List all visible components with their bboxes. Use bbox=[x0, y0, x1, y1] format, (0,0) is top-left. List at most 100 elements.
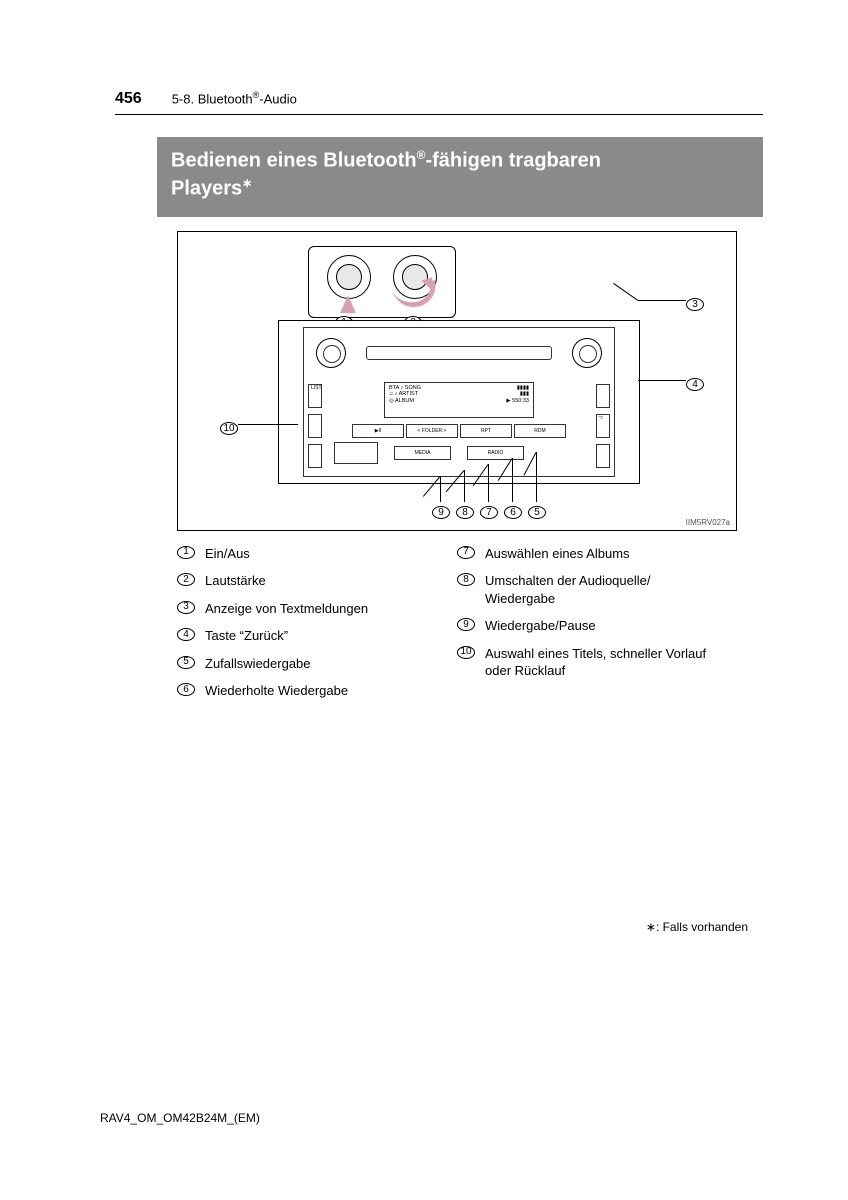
play-pause-button: ▶II bbox=[352, 424, 404, 438]
legend-item: 1 Ein/Aus bbox=[177, 545, 437, 563]
knob-panel bbox=[308, 246, 456, 318]
lead-line bbox=[613, 283, 638, 301]
header-rule bbox=[115, 114, 763, 115]
callout-6: 6 bbox=[504, 502, 522, 520]
lead-line bbox=[238, 424, 298, 425]
side-button bbox=[308, 444, 322, 468]
circled-number: 9 bbox=[432, 506, 450, 519]
circled-number: 10 bbox=[457, 646, 475, 659]
circled-number: 1 bbox=[177, 546, 195, 559]
title-part-a: Bedienen eines Bluetooth bbox=[171, 150, 417, 172]
legend-item: 6 Wiederholte Wiedergabe bbox=[177, 682, 437, 700]
callout-10: 10 bbox=[220, 418, 238, 436]
radio-diagram: 1 2 LIST ⮌ BTA ♪ SONG▮▮▮▮ ♫ ♪ ARTIST▮▮▮ … bbox=[177, 231, 737, 531]
circled-number: 3 bbox=[686, 298, 704, 311]
legend-text: Wiedergabe/Pause bbox=[485, 617, 596, 635]
callout-3: 3 bbox=[686, 294, 704, 312]
document-code: RAV4_OM_OM42B24M_(EM) bbox=[100, 1111, 260, 1125]
lead-line bbox=[638, 380, 686, 381]
legend-item: 5 Zufallswiedergabe bbox=[177, 655, 437, 673]
diagram-id: IIM5RV027a bbox=[686, 518, 730, 527]
callout-4: 4 bbox=[686, 374, 704, 392]
screen-row: BTA ♪ SONG ▮▮▮▮ bbox=[389, 385, 529, 392]
rdm-button: RDM bbox=[514, 424, 566, 438]
folder-button: < FOLDER > bbox=[406, 424, 458, 438]
side-button bbox=[596, 384, 610, 408]
page-title: Bedienen eines Bluetooth®-fähigen tragba… bbox=[157, 137, 763, 216]
legend-text: Ein/Aus bbox=[205, 545, 250, 563]
callout-8: 8 bbox=[456, 502, 474, 520]
legend-text: Auswählen eines Albums bbox=[485, 545, 630, 563]
legend-item: 3 Anzeige von Textmeldungen bbox=[177, 600, 437, 618]
footnote-text: : Falls vorhanden bbox=[656, 920, 748, 934]
circled-number: 7 bbox=[480, 506, 498, 519]
radio-inner: LIST ⮌ BTA ♪ SONG ▮▮▮▮ ♫ ♪ ARTIST ▮▮▮ ◎ AL… bbox=[303, 327, 615, 477]
legend-text: Anzeige von Textmeldungen bbox=[205, 600, 368, 618]
callout-5: 5 bbox=[528, 502, 546, 520]
circled-number: 10 bbox=[220, 422, 238, 435]
button-row-1: ▶II < FOLDER > RPT RDM bbox=[352, 424, 566, 438]
section-prefix: 5-8. Bluetooth bbox=[172, 91, 253, 106]
legend-text: Auswahl eines Titels, schneller Vorlauf … bbox=[485, 645, 717, 680]
asterisk-icon: ∗ bbox=[646, 920, 656, 934]
lead-line bbox=[638, 300, 686, 301]
circled-number: 6 bbox=[504, 506, 522, 519]
side-button: LIST bbox=[308, 384, 322, 408]
back-icon: ⮌ bbox=[599, 415, 603, 423]
circled-number: 8 bbox=[457, 573, 475, 586]
legend-item: 2Lautstärke bbox=[177, 572, 437, 590]
rpt-button: RPT bbox=[460, 424, 512, 438]
title-part-b: -fähigen tragbaren bbox=[425, 150, 601, 172]
screen-text: ♫ ♪ ARTIST bbox=[389, 391, 418, 398]
screen-row: ♫ ♪ ARTIST ▮▮▮ bbox=[389, 391, 529, 398]
legend-item: 4 Taste “Zurück” bbox=[177, 627, 437, 645]
screen-text: ◎ ALBUM bbox=[389, 398, 414, 405]
screen-row: ◎ ALBUM ▶ 550:33 bbox=[389, 398, 529, 405]
legend-text: Taste “Zurück” bbox=[205, 627, 288, 645]
legend: 1 Ein/Aus 2Lautstärke 3 Anzeige von Textmeld… bbox=[177, 545, 763, 710]
title-asterisk: ∗ bbox=[242, 176, 252, 190]
circled-number: 4 bbox=[177, 628, 195, 641]
legend-item: 8 Umschalten der Audioquelle/ Wiedergabe bbox=[457, 572, 717, 607]
section-suffix: -Audio bbox=[259, 91, 297, 106]
callout-7: 7 bbox=[480, 502, 498, 520]
lead-line bbox=[464, 470, 465, 502]
arrow-arc-icon bbox=[392, 280, 439, 310]
lead-line bbox=[536, 452, 537, 502]
title-line2: Players bbox=[171, 178, 242, 200]
circled-number: 8 bbox=[456, 506, 474, 519]
circled-number: 9 bbox=[457, 618, 475, 631]
left-knob-icon bbox=[316, 338, 346, 368]
list-label: LIST bbox=[311, 385, 322, 391]
legend-text: Wiederholte Wiedergabe bbox=[205, 682, 348, 700]
lead-line bbox=[512, 458, 513, 502]
circled-number: 4 bbox=[686, 378, 704, 391]
display-screen: BTA ♪ SONG ▮▮▮▮ ♫ ♪ ARTIST ▮▮▮ ◎ ALBUM ▶ 55… bbox=[384, 382, 534, 418]
legend-right-col: 7 Auswählen eines Albums 8 Umschalten der A… bbox=[457, 545, 717, 710]
circled-number: 5 bbox=[177, 656, 195, 669]
page-number: 456 bbox=[115, 90, 142, 108]
screen-text: ▮▮▮▮ bbox=[517, 385, 529, 392]
legend-item: 10 Auswahl eines Titels, schneller Vorlau… bbox=[457, 645, 717, 680]
legend-text: Zufallswiedergabe bbox=[205, 655, 311, 673]
lead-line bbox=[440, 476, 441, 502]
circled-number: 7 bbox=[457, 546, 475, 559]
circled-number: 5 bbox=[528, 506, 546, 519]
button-row-2: MEDIA RADIO bbox=[394, 446, 524, 460]
screen-text: ▮▮▮ bbox=[520, 391, 529, 398]
side-button: ⮌ bbox=[596, 414, 610, 438]
screen-text: ▶ 550:33 bbox=[506, 398, 529, 405]
circled-number: 3 bbox=[177, 601, 195, 614]
circled-number: 6 bbox=[177, 683, 195, 696]
seek-rocker bbox=[334, 442, 378, 464]
radio-body: LIST ⮌ BTA ♪ SONG ▮▮▮▮ ♫ ♪ ARTIST ▮▮▮ ◎ AL… bbox=[278, 320, 640, 484]
callout-9: 9 bbox=[432, 502, 450, 520]
footnote: ∗: Falls vorhanden bbox=[646, 920, 748, 934]
page: 456 5-8. Bluetooth®-Audio Bedienen eines… bbox=[0, 0, 848, 1200]
legend-text: Umschalten der Audioquelle/ Wiedergabe bbox=[485, 572, 717, 607]
page-header: 456 5-8. Bluetooth®-Audio bbox=[115, 90, 763, 108]
screen-text: BTA ♪ SONG bbox=[389, 385, 421, 392]
media-button: MEDIA bbox=[394, 446, 451, 460]
section-title: 5-8. Bluetooth®-Audio bbox=[172, 90, 297, 106]
lead-line bbox=[488, 464, 489, 502]
